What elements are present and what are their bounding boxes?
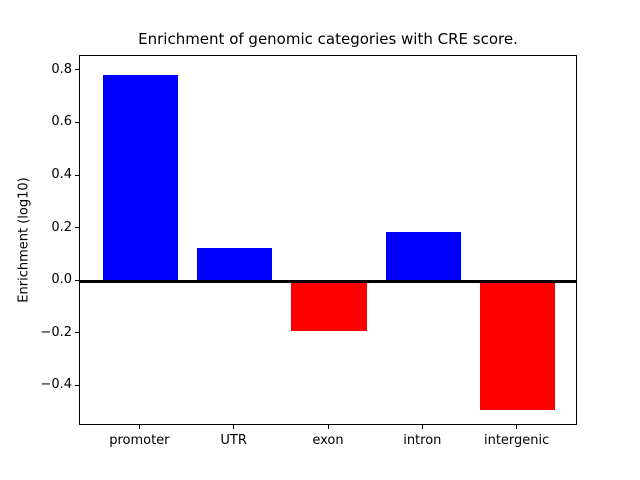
x-tick-label-exon: exon <box>312 433 344 448</box>
bar-promoter <box>102 74 179 282</box>
y-tick-label: 0.6 <box>51 114 72 130</box>
y-tick <box>75 121 79 123</box>
x-tick-label-UTR: UTR <box>220 433 247 448</box>
y-tick-label: 0.0 <box>51 272 72 288</box>
chart-title: Enrichment of genomic categories with CR… <box>138 30 518 48</box>
x-tick-promoter <box>138 425 140 429</box>
y-tick <box>75 174 79 176</box>
x-tick-intergenic <box>516 425 518 429</box>
x-tick-exon <box>327 425 329 429</box>
bar-intergenic <box>479 281 556 410</box>
x-tick-label-intergenic: intergenic <box>483 433 550 448</box>
zero-line <box>80 279 576 283</box>
y-tick-label: 0.2 <box>51 219 72 235</box>
y-tick <box>75 384 79 386</box>
y-tick <box>75 227 79 229</box>
bar-intron <box>385 232 462 282</box>
bar-UTR <box>196 248 273 282</box>
y-tick-label: 0.4 <box>51 167 72 182</box>
y-tick <box>75 332 79 334</box>
x-tick-UTR <box>233 425 235 429</box>
y-tick <box>75 69 79 71</box>
plot-area <box>79 55 577 425</box>
y-tick <box>75 279 79 281</box>
x-tick-label-intron: intron <box>403 433 442 448</box>
x-tick-label-promoter: promoter <box>109 433 170 448</box>
y-tick-label: 0.8 <box>51 61 72 77</box>
y-tick-label: −0.4 <box>40 377 72 393</box>
bar-exon <box>291 281 367 331</box>
x-tick-intron <box>421 425 423 429</box>
y-tick-label: −0.2 <box>40 324 72 340</box>
